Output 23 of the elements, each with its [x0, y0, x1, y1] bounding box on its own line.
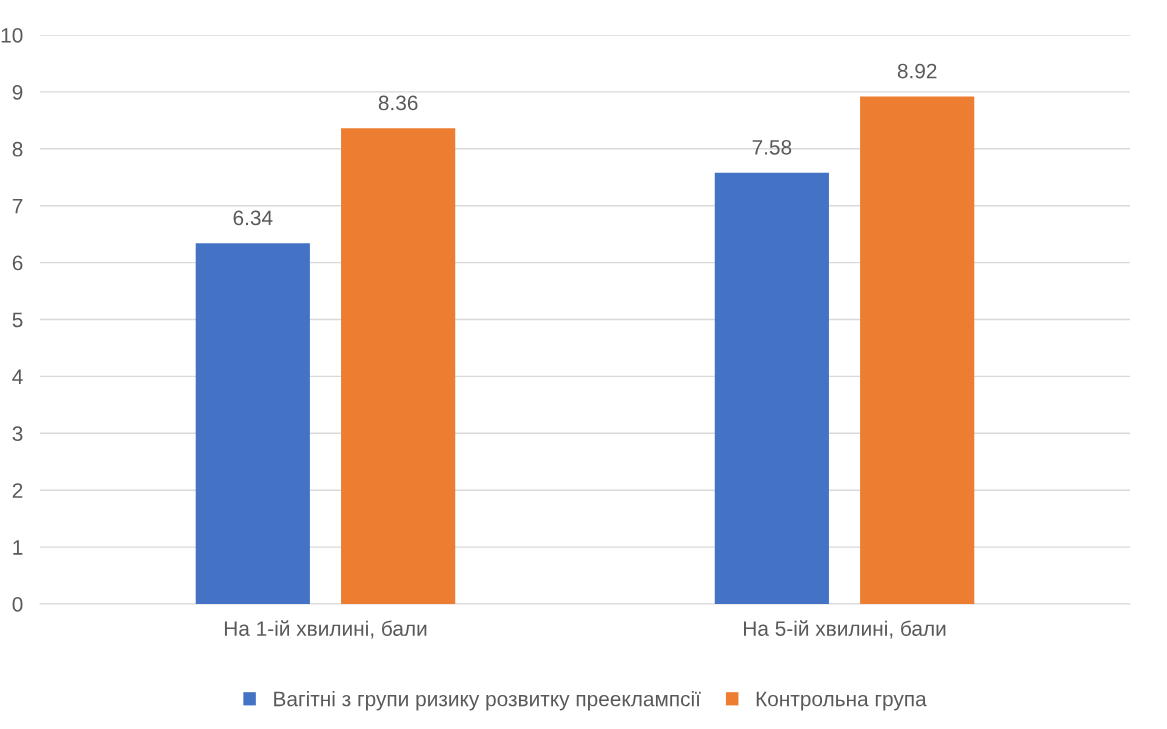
data-label: 7.58	[752, 139, 792, 155]
x-tick-label: На 1-ій хвилині, бали	[224, 620, 427, 639]
y-tick-label: 8	[12, 141, 23, 157]
x-tick-label: На 5-ій хвилині, бали	[744, 620, 946, 639]
bar	[714, 172, 829, 604]
bar	[195, 243, 310, 604]
legend-label: Вагітні з групи ризику розвитку прееклампсії	[274, 691, 701, 711]
bar	[341, 128, 456, 604]
y-tick-label: 4	[12, 369, 23, 384]
y-tick-label: 10	[1, 28, 23, 43]
y-tick-label: 6	[12, 255, 23, 271]
y-tick-label: 2	[12, 483, 23, 498]
y-tick-label: 3	[12, 426, 23, 442]
data-label: 6.34	[233, 210, 273, 226]
y-tick-label: 0	[12, 597, 23, 612]
y-tick-label: 7	[12, 198, 23, 214]
bar	[860, 96, 975, 604]
y-tick-label: 5	[12, 312, 23, 328]
legend-label: Контрольна група	[756, 691, 927, 711]
y-tick-label: 1	[13, 540, 23, 555]
data-label: 8.36	[378, 95, 418, 111]
data-label: 8.92	[897, 63, 937, 79]
y-tick-label: 9	[12, 84, 23, 100]
